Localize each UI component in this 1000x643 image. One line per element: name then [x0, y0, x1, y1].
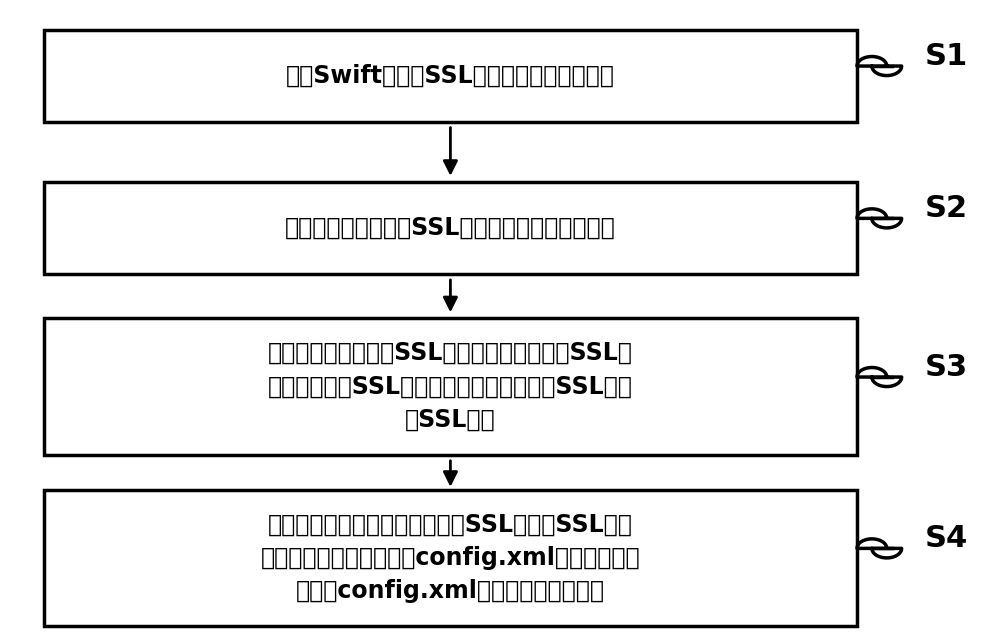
FancyBboxPatch shape — [44, 182, 857, 274]
Text: S1: S1 — [925, 42, 968, 71]
Text: S3: S3 — [925, 353, 968, 382]
Text: 启动集群内的代理服务器，依据SSL证书的SSL参数
配置集群内代理服务器的config.xml文件，并将配
置后的config.xml文件设置为实时生效: 启动集群内的代理服务器，依据SSL证书的SSL参数 配置集群内代理服务器的con… — [261, 512, 640, 603]
Text: 管理员服务器新建的SSL证书临时文件夹，将SSL证
书储存至所述SSL证书临时文件夹，并获取SSL证书
的SSL参数: 管理员服务器新建的SSL证书临时文件夹，将SSL证 书储存至所述SSL证书临时文… — [268, 341, 633, 432]
FancyBboxPatch shape — [44, 318, 857, 455]
FancyBboxPatch shape — [44, 30, 857, 122]
FancyBboxPatch shape — [44, 490, 857, 626]
Text: S2: S2 — [925, 194, 968, 223]
Text: 集群服务器将上传的SSL证书存储至管理员服务器: 集群服务器将上传的SSL证书存储至管理员服务器 — [285, 216, 616, 240]
Text: S4: S4 — [925, 525, 968, 554]
Text: 使用Swift模块将SSL证书上传至集群服务器: 使用Swift模块将SSL证书上传至集群服务器 — [286, 64, 615, 87]
